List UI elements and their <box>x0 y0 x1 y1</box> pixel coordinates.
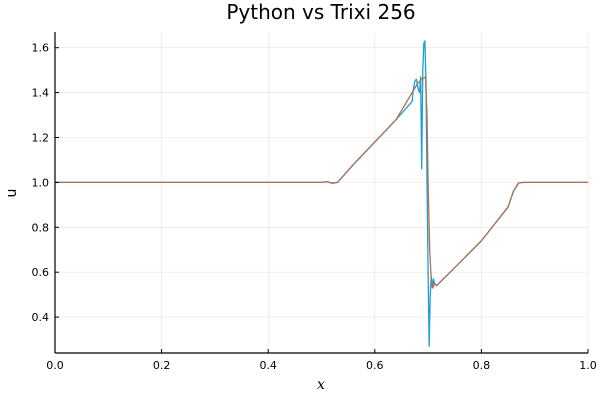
x-tick-label-2: 0.4 <box>259 359 277 372</box>
grid-layer <box>54 32 589 353</box>
chart-title: Python vs Trixi 256 <box>226 0 415 24</box>
y-tick-label-3: 1.0 <box>32 176 50 189</box>
y-tick-label-4: 1.2 <box>32 132 50 145</box>
y-tick-label-6: 1.6 <box>32 42 50 55</box>
y-axis-label: u <box>4 189 20 198</box>
y-tick-label-1: 0.6 <box>32 266 50 279</box>
x-tick-label-3: 0.6 <box>366 359 384 372</box>
x-tick-label-5: 1.0 <box>579 359 597 372</box>
x-tick-label-0: 0.0 <box>46 359 64 372</box>
x-tick-label-1: 0.2 <box>153 359 171 372</box>
y-tick-label-0: 0.4 <box>32 311 50 324</box>
axis-layer: 0.0 0.2 0.4 0.6 0.8 1.0 0.4 0.6 0.8 1.0 1.2 1.4 1.6 <box>32 32 597 372</box>
series-line-0 <box>55 40 588 347</box>
y-tick-label-2: 0.8 <box>32 221 50 234</box>
series-line-1 <box>55 76 588 289</box>
x-tick-label-4: 0.8 <box>473 359 491 372</box>
y-tick-label-5: 1.4 <box>32 87 50 100</box>
series-layer <box>55 40 588 347</box>
x-axis-label: x <box>317 377 325 393</box>
